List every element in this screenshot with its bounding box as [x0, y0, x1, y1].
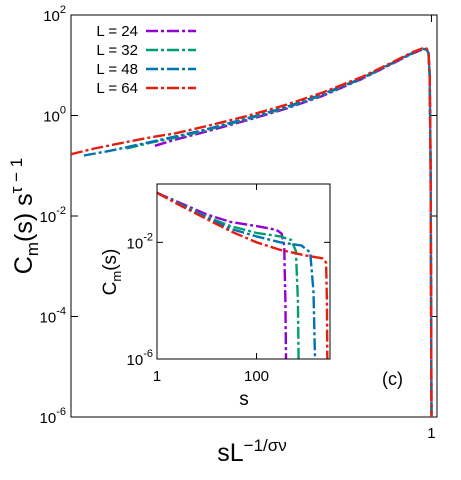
- inset-y-tick-label: 10-6: [127, 348, 153, 369]
- inset-axis-ticks: 10-2 10-61 100: [127, 184, 330, 385]
- inset-background: [157, 184, 330, 359]
- main-plot-series: [70, 47, 433, 418]
- legend-label: L = 32: [96, 42, 138, 59]
- inset-plot-series: [156, 191, 329, 360]
- inset-series-line-L48: [156, 191, 317, 360]
- legend-label: L = 48: [96, 61, 138, 78]
- main-y-tick-label: 102: [43, 4, 66, 25]
- inset-x-tick-label: 1: [153, 368, 161, 385]
- inset-series-line-L64: [156, 191, 329, 360]
- inset-plot-frame: [156, 183, 331, 360]
- inset-y-axis-label: Cm(s): [100, 249, 124, 296]
- main-y-axis-label: Cm(s) sτ − 1: [7, 158, 42, 274]
- main-y-tick-label: 10-6: [40, 406, 66, 427]
- inset-x-tick-label: 100: [244, 368, 269, 385]
- inset-x-axis-label: s: [239, 389, 249, 410]
- main-y-tick-label: 100: [43, 105, 66, 126]
- main-y-tick-label: 10-4: [40, 306, 66, 327]
- panel-label: (c): [382, 369, 403, 389]
- main-y-tick-label: 10-2: [40, 205, 66, 226]
- legend-label: L = 24: [96, 23, 138, 40]
- inset-y-tick-label: 10-2: [127, 231, 153, 252]
- inset-series-line-L24: [156, 191, 288, 360]
- main-series-line-L64: [70, 47, 433, 418]
- main-x-axis-label: sL−1/σν: [217, 436, 287, 467]
- legend: L = 24 L = 32 L = 48 L = 64: [96, 23, 196, 97]
- main-x-tick-label: 1: [427, 425, 435, 442]
- legend-label: L = 64: [96, 80, 138, 97]
